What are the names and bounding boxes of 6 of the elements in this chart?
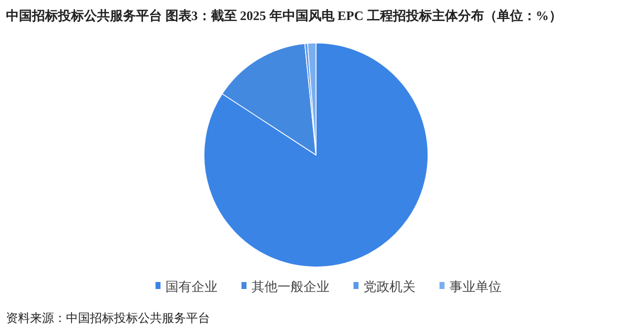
- chart-title: 中国招标投标公共服务平台 图表3：截至 2025 年中国风电 EPC 工程招投标主体分布（单位：%）: [6, 8, 562, 23]
- legend-label: 事业单位: [450, 280, 502, 295]
- text: 资料来源：中国招标投标公共服务平台: [6, 311, 210, 325]
- legend-label: 其他一般企业: [252, 280, 330, 295]
- legend-label: 国有企业: [166, 280, 218, 295]
- legend-label: 党政机关: [364, 280, 416, 295]
